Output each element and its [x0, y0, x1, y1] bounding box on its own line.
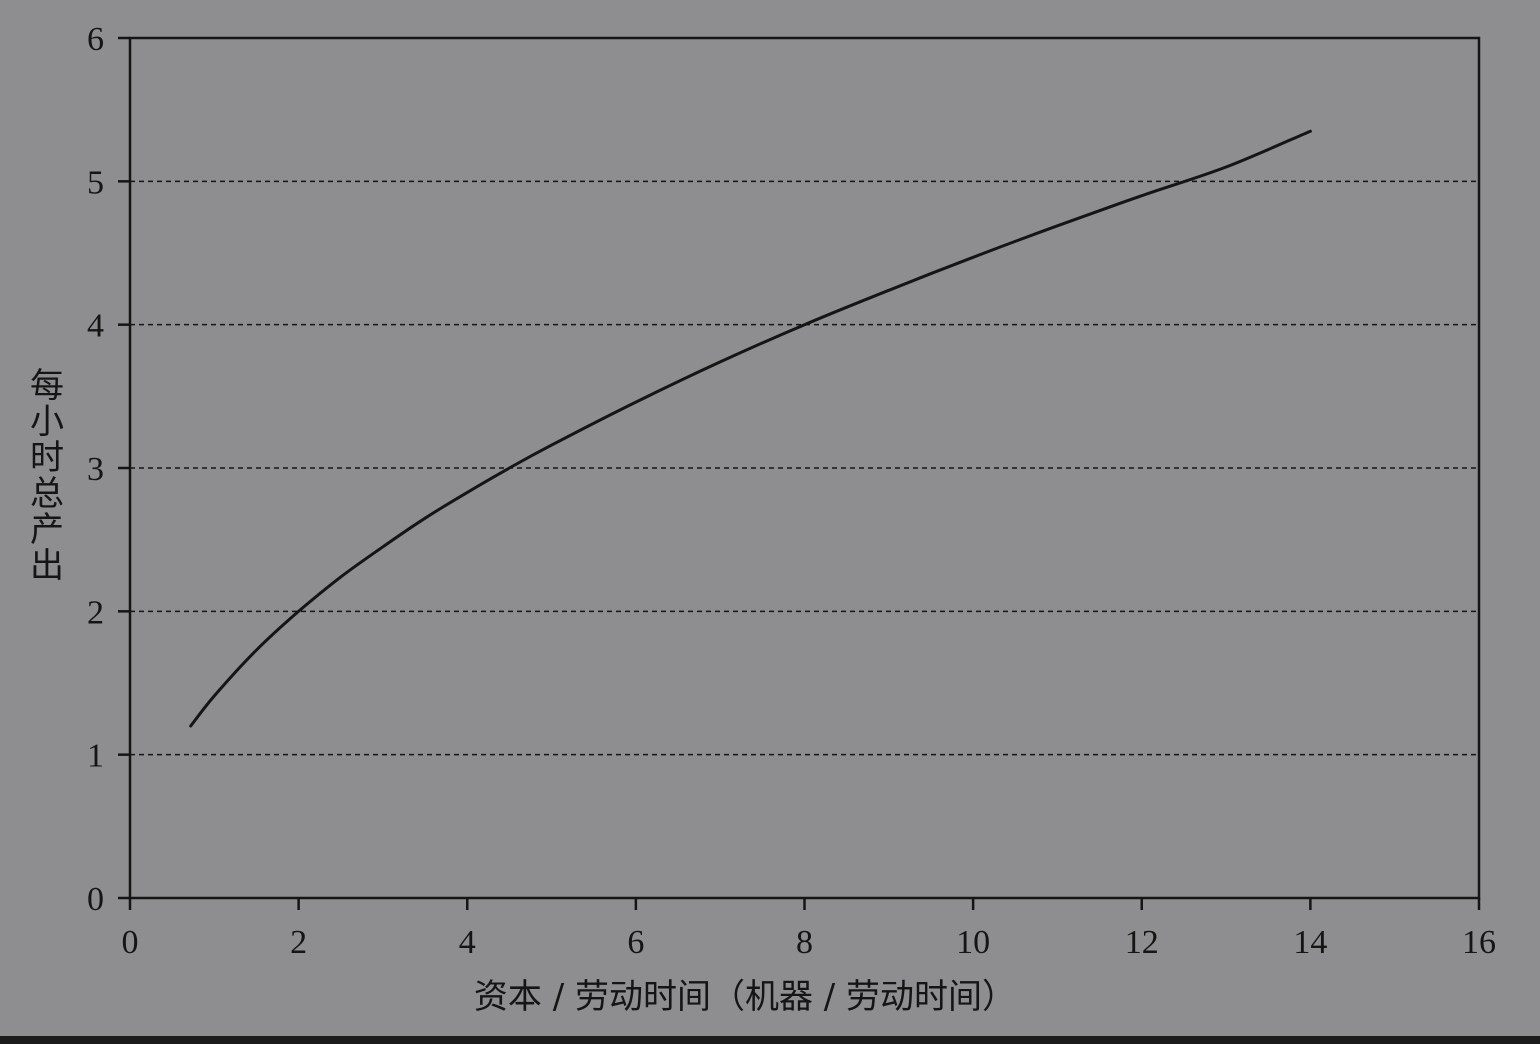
x-axis-title: 资本 / 劳动时间（机器 / 劳动时间） [474, 977, 1016, 1017]
y-axis-title: 每小时总产出 [24, 367, 64, 583]
x-tick-label-4: 8 [796, 924, 813, 961]
x-tick-label-5: 10 [956, 924, 990, 961]
y-tick-label-5: 5 [87, 164, 104, 201]
y-tick-label-2: 2 [87, 594, 104, 631]
y-tick-label-1: 1 [87, 738, 104, 775]
y-tick-label-6: 6 [87, 21, 104, 58]
x-tick-label-7: 14 [1293, 924, 1327, 961]
x-tick-label-6: 12 [1125, 924, 1159, 961]
y-tick-label-4: 4 [87, 308, 104, 345]
gridlines [130, 180, 1479, 756]
x-tick-label-2: 4 [459, 924, 476, 961]
x-tick-label-3: 6 [627, 924, 644, 961]
x-tick-label-0: 0 [122, 924, 139, 961]
bottom-border [0, 1036, 1540, 1044]
x-tick-label-1: 2 [290, 924, 307, 961]
series-layer [189, 129, 1312, 728]
y-tick-label-3: 3 [87, 451, 104, 488]
y-tick-label-0: 0 [87, 881, 104, 918]
series-line-0 [189, 129, 1312, 728]
x-tick-label-8: 16 [1462, 924, 1496, 961]
